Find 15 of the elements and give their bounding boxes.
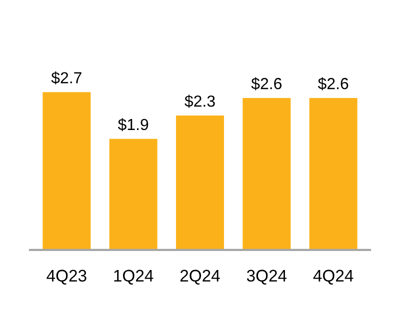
data-label: $1.9	[118, 118, 148, 132]
bar	[109, 138, 158, 250]
x-tick-label: 4Q24	[313, 270, 354, 285]
data-label: $2.6	[251, 77, 282, 90]
x-tick-label: 3Q24	[246, 270, 287, 285]
x-tick-label: 4Q23	[46, 270, 86, 285]
x-tick-label: 1Q24	[114, 270, 154, 285]
bar	[42, 92, 91, 250]
data-label: $2.6	[318, 77, 348, 90]
bar	[309, 98, 358, 250]
bar	[176, 115, 224, 250]
x-tick-label: 2Q24	[180, 270, 220, 285]
data-label: $2.3	[184, 94, 215, 108]
bar	[242, 98, 291, 250]
data-label: $2.7	[51, 71, 82, 84]
